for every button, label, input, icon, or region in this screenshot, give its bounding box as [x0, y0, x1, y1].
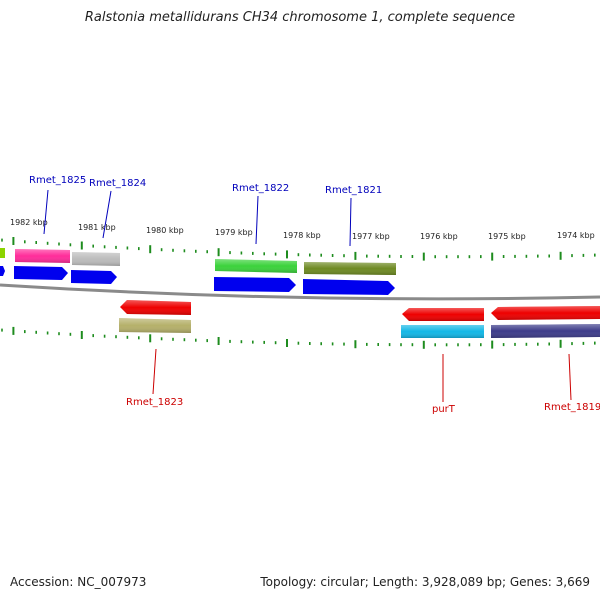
kbp-label: 1980 kbp	[146, 226, 184, 235]
kbp-label: 1978 kbp	[283, 231, 321, 240]
map-title: Ralstonia metallidurans CH34 chromosome …	[84, 10, 516, 25]
kbp-label: 1982 kbp	[10, 218, 48, 227]
chromosome-backbone	[0, 283, 600, 301]
gene-label[interactable]: Rmet_1825	[29, 175, 86, 186]
cds-arrow[interactable]	[0, 266, 5, 276]
gene-label[interactable]: Rmet_1822	[232, 183, 289, 194]
accession-label: Accession: NC_007973	[10, 575, 147, 589]
gene-label[interactable]: Rmet_1824	[89, 178, 146, 189]
upper-tick-row	[1, 237, 596, 261]
kbp-label: 1976 kbp	[420, 232, 458, 241]
kbp-label: 1974 kbp	[557, 231, 595, 240]
cds-arrow[interactable]	[303, 279, 395, 295]
kbp-scale: 1982 kbp 1981 kbp 1980 kbp 1979 kbp 1978…	[10, 218, 595, 241]
gene-feature[interactable]	[0, 248, 5, 258]
gene-label[interactable]: Rmet_1819	[544, 402, 600, 413]
kbp-label: 1979 kbp	[215, 228, 253, 237]
reverse-gene-labels: Rmet_1823 purT Rmet_1819	[126, 348, 600, 415]
cds-arrow[interactable]	[214, 277, 296, 292]
topology-summary: Topology: circular; Length: 3,928,089 bp…	[260, 575, 590, 589]
cds-arrow[interactable]	[71, 270, 117, 284]
gene-label[interactable]: Rmet_1823	[126, 397, 183, 408]
kbp-label: 1977 kbp	[352, 232, 390, 241]
kbp-label: 1981 kbp	[78, 223, 116, 232]
gene-label[interactable]: purT	[432, 404, 456, 415]
feature-row-cds-forward	[0, 266, 395, 295]
kbp-label: 1975 kbp	[488, 232, 526, 241]
cds-arrow[interactable]	[14, 266, 68, 280]
gene-label[interactable]: Rmet_1821	[325, 185, 382, 196]
lower-tick-row	[1, 326, 596, 349]
forward-gene-labels: Rmet_1825 Rmet_1824 Rmet_1822 Rmet_1821	[29, 175, 382, 247]
feature-shading	[15, 249, 600, 338]
